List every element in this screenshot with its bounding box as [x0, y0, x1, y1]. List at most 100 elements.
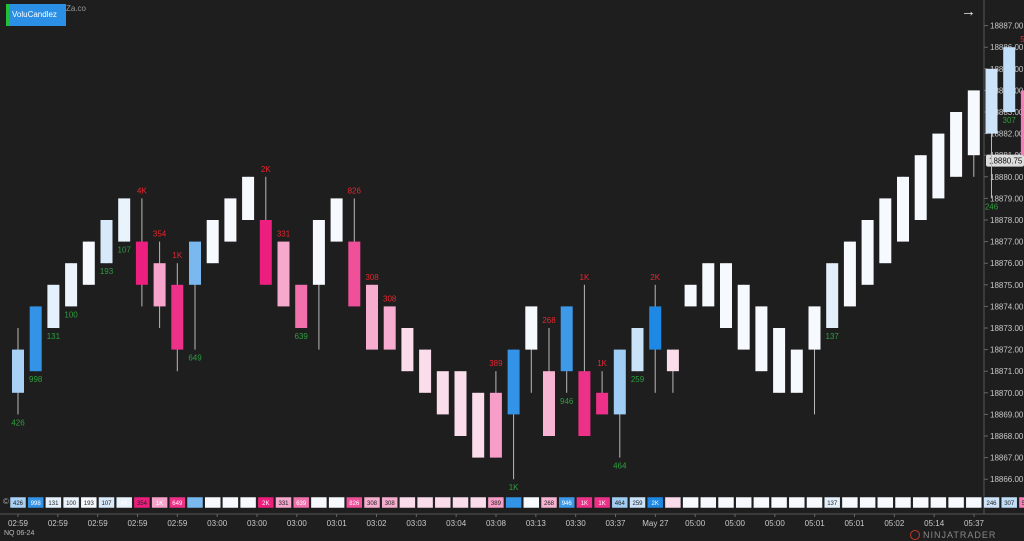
volume-strip-cell: [735, 496, 752, 509]
candle-body: [684, 284, 697, 307]
volume-strip-label: 354: [137, 501, 148, 507]
y-tick-label: 18866.00: [990, 475, 1024, 484]
y-tick-label: 18880.00: [990, 173, 1024, 182]
candle-body: [366, 284, 378, 350]
candle-body: [436, 371, 449, 415]
candle-body: [295, 284, 308, 328]
volume-strip-cell: [115, 496, 133, 509]
candle-body: [932, 133, 945, 199]
candle-body: [12, 349, 24, 393]
x-tick-label: 02:59: [127, 519, 148, 528]
volume-strip-cell: [363, 496, 381, 509]
volume-strip-label: 1K: [156, 501, 163, 507]
volume-strip-cell: [540, 496, 558, 509]
volume-label: 1K: [172, 251, 182, 260]
volume-strip-cell: [859, 496, 876, 509]
volume-strip-cell: [257, 496, 275, 509]
volume-label: 331: [277, 230, 291, 239]
volume-label: 137: [826, 332, 840, 341]
x-tick-label: May 27: [642, 519, 669, 528]
x-tick-label: 02:59: [167, 519, 188, 528]
arrow-right-icon[interactable]: →: [961, 3, 976, 20]
volume-strip-label: 131: [48, 501, 59, 507]
volume-label: 649: [188, 354, 202, 363]
candle-body: [153, 263, 166, 307]
volume-strip-cell: [983, 496, 1000, 509]
volume-strip-label: 998: [31, 501, 42, 507]
source-text: Za.co: [66, 4, 87, 13]
volume-strip-label: 268: [544, 501, 555, 507]
volume-strip-cell: [664, 496, 682, 509]
x-tick-label: 03:03: [406, 519, 427, 528]
candle-body: [914, 155, 927, 220]
volume-label: 946: [560, 397, 574, 406]
volume-label: 464: [613, 462, 627, 471]
volume-strip-cell: [9, 496, 27, 509]
volume-label: 246: [985, 202, 999, 211]
brand-text: NINJATRADER: [923, 530, 997, 540]
volume-strip-cell: [328, 496, 345, 509]
volume-strip-label: 946: [562, 501, 573, 507]
x-tick-label: 05:01: [805, 519, 826, 528]
candle-body: [702, 263, 715, 307]
volume-strip-cell: [505, 496, 522, 509]
candle-body: [401, 328, 414, 372]
volume-strip-label: 1K: [528, 501, 535, 507]
candle-body: [82, 241, 95, 285]
indicator-badge[interactable]: VoluCandlez: [6, 4, 66, 26]
x-tick-label: 03:02: [366, 519, 387, 528]
volume-strip-label: 1K: [581, 501, 588, 507]
volume-strip-cell: [452, 496, 469, 509]
volume-strip-cell: [806, 496, 823, 509]
volume-label: 389: [489, 359, 503, 368]
candle-body: [773, 328, 786, 393]
candle-body: [242, 176, 255, 220]
volume-label: 559: [1020, 35, 1024, 44]
volume-strip-cell: [98, 496, 115, 509]
volume-strip-cell: [894, 496, 912, 509]
x-tick-label: 05:37: [964, 519, 985, 528]
volume-label: 4K: [137, 186, 147, 195]
y-tick-label: 18870.00: [990, 389, 1024, 398]
candle-body: [65, 263, 78, 307]
volume-strip-cell: [381, 496, 398, 509]
candle-body: [649, 306, 662, 350]
volume-strip-cell: [965, 496, 983, 509]
volume-strip-label: 246: [986, 501, 997, 507]
candle-body: [985, 68, 998, 134]
volume-strip-cell: [80, 496, 98, 509]
x-tick-label: 05:00: [725, 519, 746, 528]
volume-strip-cell: [912, 496, 929, 509]
candle-body: [525, 306, 538, 350]
y-tick-label: 18887.00: [990, 22, 1024, 31]
y-tick-label: 18883.00: [990, 108, 1024, 117]
candle-body: [808, 306, 821, 350]
volume-strip-label: 308: [385, 501, 396, 507]
candle-body: [737, 284, 750, 350]
volume-strip-label: 426: [13, 501, 24, 507]
candle-body: [312, 220, 325, 285]
volume-strip-cell: [788, 496, 806, 509]
volume-strip-cell: [611, 496, 629, 509]
y-tick-label: 18876.00: [990, 259, 1024, 268]
x-tick-label: 05:01: [844, 519, 865, 528]
brand-logo: NINJATRADER: [910, 530, 996, 540]
volume-strip-cell: [1000, 496, 1018, 509]
volume-label: 308: [383, 294, 397, 303]
candle-body: [950, 112, 963, 177]
volume-strip-label: 464: [615, 501, 626, 507]
y-tick-label: 18879.00: [990, 194, 1024, 203]
volume-label: 1K: [597, 359, 607, 368]
candle-body: [596, 392, 609, 415]
volume-strip-cell: [169, 496, 186, 509]
candle-body: [330, 198, 343, 242]
candle-body: [454, 371, 467, 436]
candle-body: [543, 371, 555, 436]
volume-label: 639: [295, 332, 309, 341]
y-tick-label: 18869.00: [990, 410, 1024, 419]
volume-label: 100: [64, 310, 78, 319]
volume-strip-cell: [717, 496, 735, 509]
volume-strip-cell: [310, 496, 328, 509]
volume-label: 2K: [650, 273, 660, 282]
